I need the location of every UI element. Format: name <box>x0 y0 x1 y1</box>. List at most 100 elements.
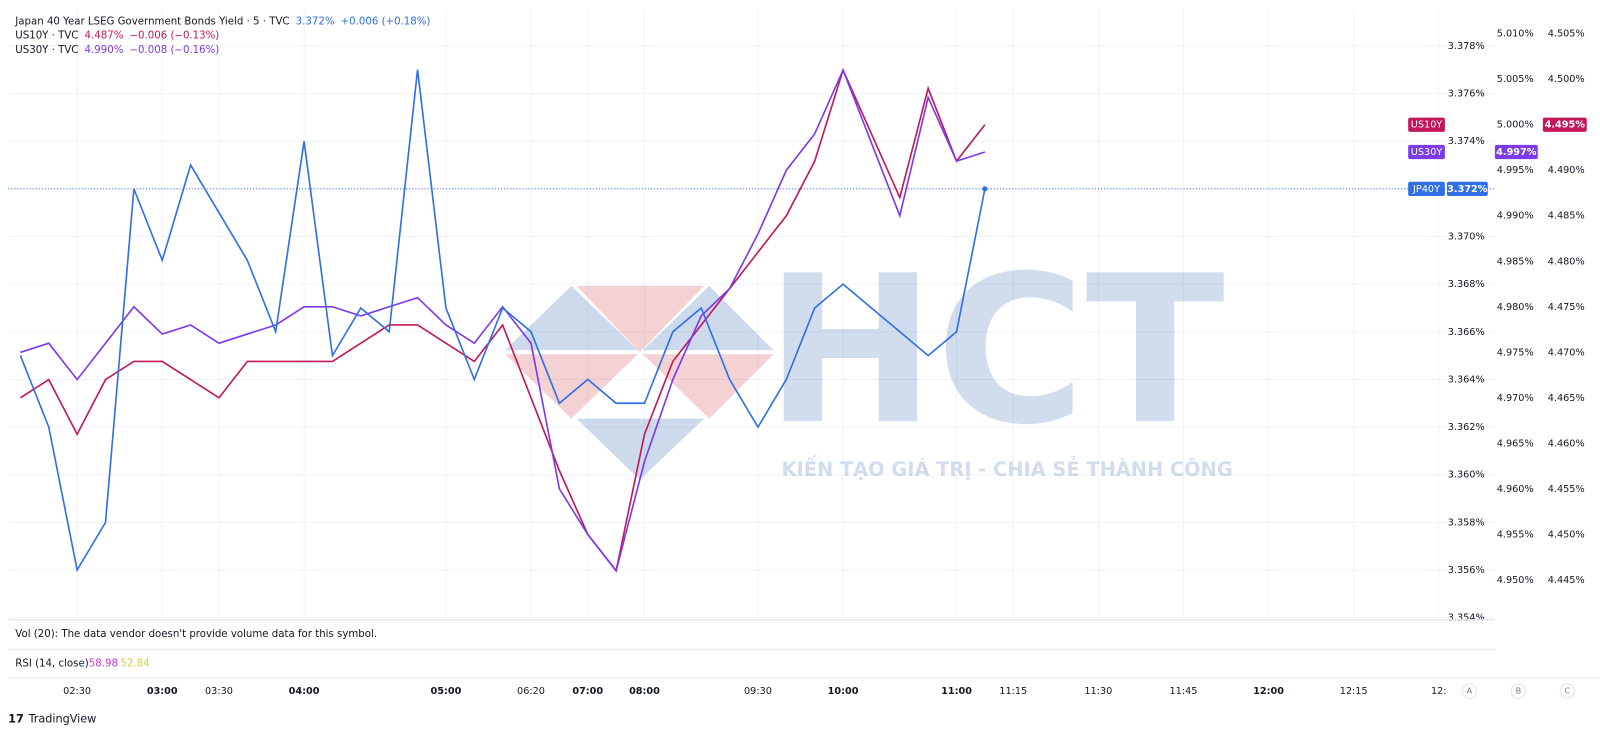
rsi-average: 52.84 <box>120 659 149 670</box>
y-tick-label: 4.505% <box>1548 29 1585 40</box>
legend-change: +0.006 (+0.18%) <box>341 16 431 27</box>
x-tick-label: 11:15 <box>999 686 1027 697</box>
legend-entry: Japan 40 Year LSEG Government Bonds Yiel… <box>14 16 430 27</box>
x-tick-label: 03:00 <box>147 686 178 697</box>
y-tick-label: 3.376% <box>1448 89 1485 100</box>
y-tick-label: 4.465% <box>1548 393 1585 404</box>
x-tick-label: 12: <box>1431 686 1447 697</box>
legend-legend: US30Y · TVC <box>15 45 78 56</box>
watermark-slogan: KIẾN TẠO GIÁ TRỊ - CHIA SẺ THÀNH CÔNG <box>782 455 1233 481</box>
x-tick-label: 06:20 <box>517 686 545 697</box>
badge-name: JP40Y <box>1412 184 1440 195</box>
y-tick-label: 4.480% <box>1548 256 1585 267</box>
x-tick-label: 10:00 <box>828 686 859 697</box>
y-tick-label: 4.970% <box>1497 393 1534 404</box>
legend-change: −0.008 (−0.16%) <box>130 45 220 56</box>
y-tick-label: 4.445% <box>1548 575 1585 586</box>
legend-legend: US10Y · TVC <box>15 31 78 42</box>
legend: Japan 40 Year LSEG Government Bonds Yiel… <box>14 16 430 56</box>
scale-button-label[interactable]: B <box>1516 686 1522 696</box>
badge-name: US10Y <box>1411 120 1443 131</box>
series-line <box>19 67 986 573</box>
x-tick-label: 12:15 <box>1340 686 1368 697</box>
watermark-logo-text: HCT <box>765 233 1225 470</box>
y-tick-label: 3.374% <box>1448 136 1485 147</box>
volume-note: Vol (20): The data vendor doesn't provid… <box>15 629 377 640</box>
scale-button-label[interactable]: C <box>1564 686 1570 696</box>
watermark-logo <box>505 285 774 480</box>
y-tick-label: 4.485% <box>1548 211 1585 222</box>
y-tick-label: 4.475% <box>1548 302 1585 313</box>
y-tick-label: 3.358% <box>1448 517 1485 528</box>
x-tick-label: 07:00 <box>572 686 603 697</box>
y-tick-label: 4.985% <box>1497 256 1534 267</box>
y-tick-label: 4.460% <box>1548 438 1585 449</box>
x-tick-label: 02:30 <box>63 686 91 697</box>
badge-name: US30Y <box>1411 147 1443 158</box>
y-tick-label: 4.455% <box>1548 484 1585 495</box>
rsi-value: 58.98 <box>89 659 118 670</box>
y-tick-label: 3.370% <box>1448 232 1485 243</box>
y-tick-label: 4.955% <box>1497 529 1534 540</box>
y-tick-label: 3.366% <box>1448 327 1485 338</box>
x-tick-label: 03:30 <box>205 686 233 697</box>
x-tick-label: 11:45 <box>1170 686 1198 697</box>
y-tick-label: 4.950% <box>1497 575 1534 586</box>
x-tick-label: 04:00 <box>289 686 320 697</box>
y-tick-label: 3.360% <box>1448 470 1485 481</box>
badge-name-bg <box>1408 144 1445 160</box>
y-tick-label: 5.005% <box>1497 74 1534 85</box>
brand-icon: 17 <box>8 713 24 726</box>
y-tick-label: 3.368% <box>1448 279 1485 290</box>
badge-value: 4.495% <box>1545 120 1586 131</box>
y-tick-label: 4.980% <box>1497 302 1534 313</box>
scale-button-label[interactable]: A <box>1467 686 1473 696</box>
legend-legend: Japan 40 Year LSEG Government Bonds Yiel… <box>14 16 289 27</box>
scale-button[interactable] <box>1559 683 1576 699</box>
scale-button[interactable] <box>1510 683 1527 699</box>
y-tick-label: 4.450% <box>1548 529 1585 540</box>
brand: TradingView <box>28 713 97 726</box>
series-line <box>19 69 986 573</box>
badge-value: 4.997% <box>1496 147 1537 158</box>
x-tick-label: 11:00 <box>941 686 972 697</box>
x-tick-label: 12:00 <box>1253 686 1284 697</box>
badge-name-bg <box>1408 181 1445 197</box>
y-tick-label: 4.965% <box>1497 438 1534 449</box>
legend-legend-value: 4.990% <box>85 45 124 56</box>
y-tick-label: 3.356% <box>1448 565 1485 576</box>
y-tick-label: 4.990% <box>1497 211 1534 222</box>
legend-entry: US30Y · TVC 4.990% −0.008 (−0.16%) <box>15 45 219 56</box>
y-tick-label: 5.000% <box>1497 120 1534 131</box>
legend-entry: US10Y · TVC 4.487% −0.006 (−0.13%) <box>15 31 219 42</box>
legend-legend-value: 4.487% <box>85 31 124 42</box>
y-tick-label: 4.995% <box>1497 165 1534 176</box>
y-tick-label: 5.010% <box>1497 29 1534 40</box>
y-tick-label: 4.470% <box>1548 347 1585 358</box>
y-tick-label: 4.490% <box>1548 165 1585 176</box>
last-point <box>982 186 988 192</box>
badge-name-bg <box>1408 117 1445 132</box>
badge-value: 3.372% <box>1447 184 1488 195</box>
badge-value-bg <box>1494 144 1538 160</box>
y-tick-label: 3.354% <box>1448 613 1485 624</box>
x-tick-label: 09:30 <box>744 686 772 697</box>
y-tick-label: 4.960% <box>1497 484 1534 495</box>
y-tick-label: 4.975% <box>1497 347 1534 358</box>
axes: 3.354% 3.356% 3.358% 3.360% 3.362% 3.364% 3.36… <box>63 29 1587 699</box>
badge-value-bg <box>1542 117 1587 132</box>
scale-button[interactable] <box>1461 683 1478 699</box>
legend-legend-value: 3.372% <box>296 16 335 27</box>
y-tick-label: 3.364% <box>1448 374 1485 385</box>
x-tick-label: 11:30 <box>1084 686 1112 697</box>
rsi-label: RSI (14, close) <box>15 659 88 670</box>
badge-value-bg <box>1446 181 1488 197</box>
x-tick-label: 08:00 <box>629 686 660 697</box>
plot <box>19 67 988 573</box>
legend-change: −0.006 (−0.13%) <box>130 31 220 42</box>
x-tick-label: 05:00 <box>431 686 462 697</box>
series-line <box>20 67 986 573</box>
y-tick-label: 3.362% <box>1448 422 1485 433</box>
